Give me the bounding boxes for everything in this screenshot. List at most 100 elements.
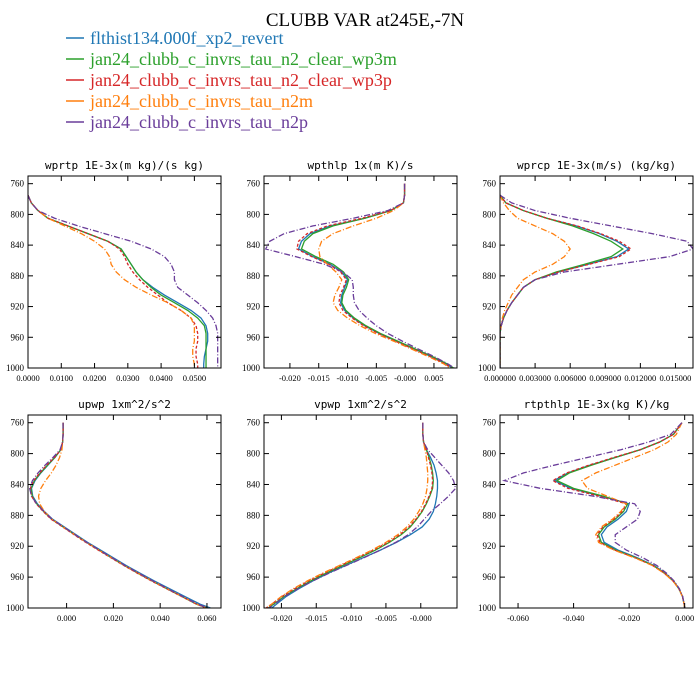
- y-tick-label: 1000: [478, 603, 497, 613]
- y-tick-label: 960: [483, 332, 497, 342]
- x-tick-label: 0.006000: [554, 373, 586, 383]
- x-tick-label: 0.000000: [484, 373, 516, 383]
- y-tick-label: 800: [247, 209, 261, 219]
- y-tick-label: 880: [11, 271, 25, 281]
- legend-entry: jan24_clubb_c_invrs_tau_n2_clear_wp3m: [66, 49, 397, 69]
- y-tick-label: 840: [247, 479, 261, 489]
- legend: flthist134.000f_xp2_revertjan24_clubb_c_…: [66, 28, 397, 132]
- y-tick-label: 960: [11, 572, 25, 582]
- y-tick-label: 1000: [478, 363, 497, 373]
- y-tick-label: 960: [11, 332, 25, 342]
- y-tick-label: 880: [247, 271, 261, 281]
- plot-frame: [499, 175, 694, 369]
- y-tick-label: 920: [483, 541, 497, 551]
- x-tick-label: -0.000: [394, 373, 416, 383]
- y-tick-label: 760: [11, 418, 25, 428]
- y-tick-label: 960: [247, 572, 261, 582]
- series-line: [266, 422, 429, 608]
- y-tick-label: 840: [483, 240, 497, 250]
- series-line: [264, 183, 455, 368]
- panel-title: wpthlp 1x(m K)/s: [308, 159, 414, 172]
- y-tick-label: 760: [247, 179, 261, 189]
- y-tick-label: 920: [247, 302, 261, 312]
- y-tick-label: 840: [483, 479, 497, 489]
- x-tick-label: 0.012000: [624, 373, 656, 383]
- x-tick-label: 0.0200: [83, 373, 106, 383]
- y-tick-label: 920: [11, 302, 25, 312]
- x-tick-label: 0.005: [424, 373, 443, 383]
- y-tick-label: 840: [11, 240, 25, 250]
- x-tick-label: 0.0000: [16, 373, 39, 383]
- y-tick-label: 840: [247, 240, 261, 250]
- panel-2: wpthlp 1x(m K)/s 760 800 840 880 920 960 1000 -0…: [242, 159, 458, 383]
- legend-label: jan24_clubb_c_invrs_tau_n2p: [89, 112, 308, 132]
- y-tick-label: 800: [483, 449, 497, 459]
- legend-entry: flthist134.000f_xp2_revert: [66, 28, 283, 48]
- series-line: [500, 194, 693, 368]
- x-tick-label: 0.003000: [519, 373, 551, 383]
- y-tick-label: 920: [11, 541, 25, 551]
- x-tick-label: -0.020: [618, 613, 640, 623]
- series-line: [501, 422, 686, 608]
- y-tick-label: 800: [11, 209, 25, 219]
- x-tick-label: -0.005: [365, 373, 387, 383]
- panels: wprtp 1E-3x(m kg)/(s kg) 760 800 840 880 920 9…: [6, 159, 694, 623]
- x-tick-label: 0.060: [197, 613, 216, 623]
- legend-entry: jan24_clubb_c_invrs_tau_n2p: [66, 112, 308, 132]
- x-tick-label: 0.000: [675, 613, 694, 623]
- panel-title: upwp 1xm^2/s^2: [78, 398, 171, 411]
- x-tick-label: 0.040: [151, 613, 170, 623]
- x-tick-label: 0.0100: [50, 373, 73, 383]
- series-line: [28, 422, 209, 608]
- legend-label: flthist134.000f_xp2_revert: [90, 28, 283, 48]
- series-line: [580, 422, 686, 608]
- legend-label: jan24_clubb_c_invrs_tau_n2_clear_wp3p: [89, 70, 392, 90]
- legend-entry: jan24_clubb_c_invrs_tau_n2m: [66, 91, 313, 111]
- y-tick-label: 880: [247, 510, 261, 520]
- x-tick-label: 0.0500: [183, 373, 206, 383]
- panel-title: wprcp 1E-3x(m/s) (kg/kg): [517, 159, 676, 172]
- series-line: [500, 194, 571, 368]
- x-tick-label: -0.010: [337, 373, 359, 383]
- x-tick-label: 0.0400: [149, 373, 172, 383]
- y-tick-label: 760: [483, 179, 497, 189]
- x-tick-label: 0.020: [104, 613, 123, 623]
- series-line: [268, 422, 457, 608]
- x-tick-label: -0.020: [270, 613, 292, 623]
- y-tick-label: 920: [247, 541, 261, 551]
- panel-title: vpwp 1xm^2/s^2: [314, 398, 407, 411]
- series-line: [28, 194, 199, 368]
- y-tick-label: 840: [11, 479, 25, 489]
- y-tick-label: 1000: [242, 363, 261, 373]
- y-tick-label: 1000: [6, 363, 25, 373]
- series-line: [28, 194, 207, 368]
- panel-title: rtpthlp 1E-3x(kg K)/kg: [524, 398, 670, 411]
- x-tick-label: -0.040: [563, 613, 585, 623]
- y-tick-label: 960: [483, 572, 497, 582]
- x-tick-label: -0.010: [340, 613, 362, 623]
- figure-title: CLUBB VAR at245E,-7N: [266, 10, 465, 31]
- x-tick-label: -0.020: [279, 373, 301, 383]
- panel-title: wprtp 1E-3x(m kg)/(s kg): [45, 159, 204, 172]
- x-tick-label: -0.060: [507, 613, 529, 623]
- x-tick-label: 0.000: [57, 613, 76, 623]
- y-tick-label: 920: [483, 302, 497, 312]
- panel-4: upwp 1xm^2/s^2 760 800 840 880 920 960 1000 0.00…: [6, 398, 222, 623]
- x-tick-label: -0.000: [410, 613, 432, 623]
- x-tick-label: 0.015000: [660, 373, 692, 383]
- y-tick-label: 880: [11, 510, 25, 520]
- series-line: [318, 183, 451, 368]
- plot-frame: [27, 414, 222, 609]
- series-line: [300, 183, 454, 368]
- y-tick-label: 800: [247, 449, 261, 459]
- plot-frame: [27, 175, 222, 369]
- panel-3: wprcp 1E-3x(m/s) (kg/kg) 760 800 840 880 920 9…: [478, 159, 694, 383]
- y-tick-label: 960: [247, 332, 261, 342]
- y-tick-label: 800: [11, 449, 25, 459]
- series-line: [29, 422, 207, 608]
- y-tick-label: 1000: [6, 603, 25, 613]
- y-tick-label: 760: [11, 179, 25, 189]
- x-tick-label: -0.015: [308, 373, 330, 383]
